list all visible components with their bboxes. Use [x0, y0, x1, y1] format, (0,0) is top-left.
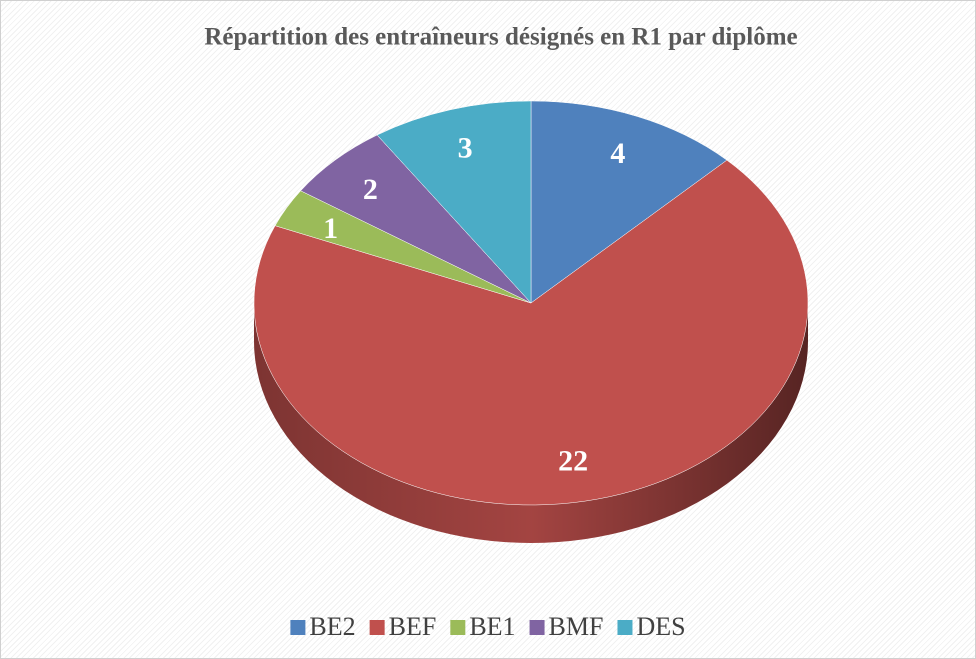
data-label: 1 [323, 212, 338, 245]
legend-label: BMF [549, 612, 604, 641]
legend-label: BE1 [469, 612, 515, 641]
legend-swatch [617, 620, 633, 635]
slice-side-shade [254, 303, 808, 543]
legend-swatch [369, 620, 385, 635]
slice [376, 100, 532, 304]
data-label: 4 [610, 137, 625, 170]
data-label: 3 [458, 131, 473, 164]
chart-title: Répartition des entraîneurs désignés en … [204, 24, 797, 51]
legend-swatch [290, 620, 306, 635]
legend-swatch [529, 620, 545, 635]
legend-label: DES [636, 612, 685, 641]
legend-swatch [450, 620, 466, 635]
legend-label: BEF [389, 612, 437, 641]
legend: BE2 BEF BE1 BMF DES [290, 612, 686, 641]
data-label: 22 [558, 444, 588, 477]
legend-label: BE2 [309, 612, 355, 641]
slice [530, 100, 728, 304]
data-label: 2 [363, 173, 378, 206]
slice [253, 159, 809, 506]
